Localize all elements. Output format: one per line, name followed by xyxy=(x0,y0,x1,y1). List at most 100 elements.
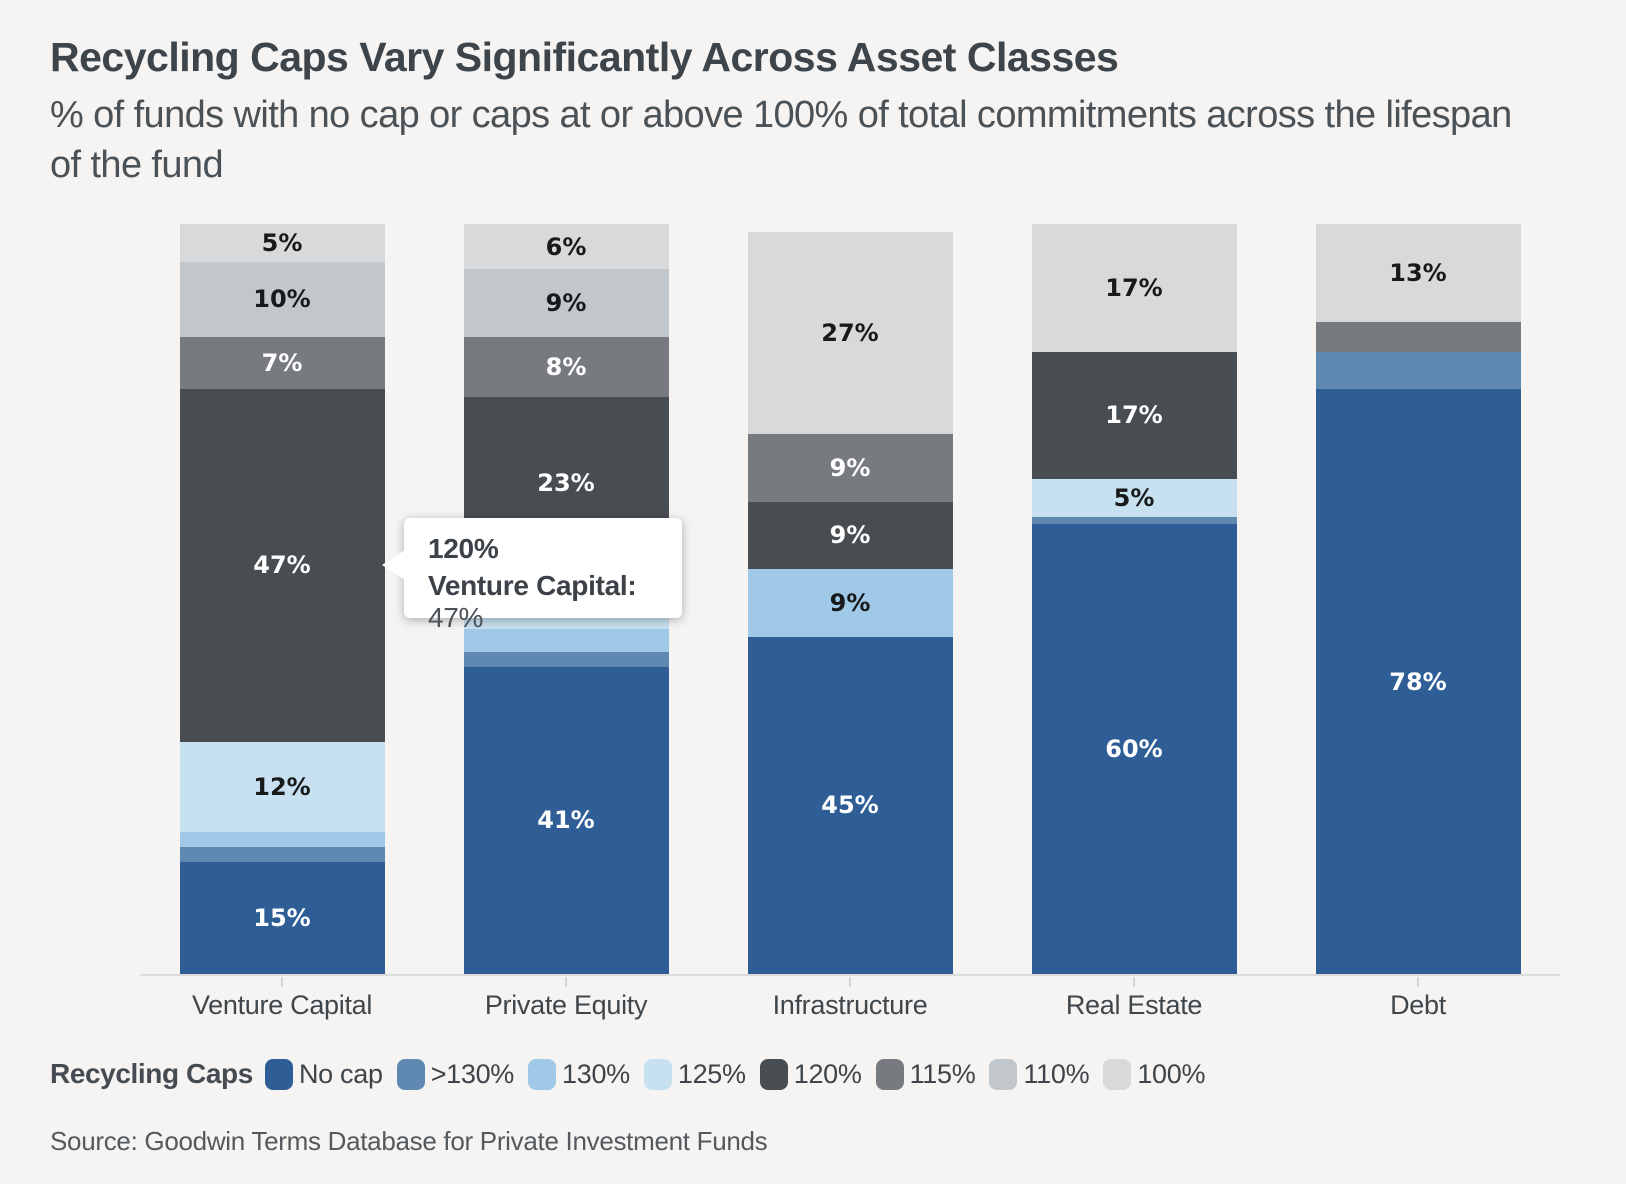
legend-item-label: 125% xyxy=(677,1058,746,1089)
segment-value-label: 23% xyxy=(537,468,595,497)
segment-value-label: 9% xyxy=(829,453,871,482)
segment-value-label: 45% xyxy=(821,791,879,820)
legend-title: Recycling Caps xyxy=(50,1058,253,1089)
legend-swatch-icon xyxy=(264,1058,293,1090)
segment-value-label: 5% xyxy=(1113,483,1155,512)
stacked-bar: 60% 5% 17% 17% xyxy=(1031,224,1237,974)
stacked-bar: 45% 9% 9% 9% 27% xyxy=(747,231,953,974)
legend-swatch-icon xyxy=(396,1058,425,1090)
bar-segment[interactable]: 5% xyxy=(1031,479,1237,517)
segment-value-label: 15% xyxy=(253,903,311,932)
bar-segment[interactable]: 9% xyxy=(463,269,669,337)
bar-slot-infrastructure: 45% 9% 9% 9% 27% Infrastructure xyxy=(708,224,992,1020)
legend-item-label: 115% xyxy=(909,1058,976,1089)
bar-segment[interactable]: 9% xyxy=(747,434,953,502)
legend-item-label: 100% xyxy=(1137,1058,1206,1089)
segment-value-label: 47% xyxy=(253,551,311,580)
bar-segment[interactable] xyxy=(1315,351,1521,389)
legend-item-no-cap[interactable]: No cap xyxy=(264,1058,383,1090)
segment-value-label: 12% xyxy=(253,772,311,801)
bar-segment[interactable]: 7% xyxy=(179,336,385,389)
x-axis-category-label: Debt xyxy=(1390,990,1446,1020)
tooltip: 120% Venture Capital: 47% xyxy=(382,518,682,633)
stacked-bar: 15% 12% 47% 7% 10% 5% xyxy=(179,224,385,974)
bar-segment[interactable]: 6% xyxy=(463,224,669,269)
bar-segment[interactable]: 10% xyxy=(179,261,385,337)
legend-swatch-icon xyxy=(528,1058,557,1090)
x-axis-category-label: Private Equity xyxy=(484,990,648,1020)
tooltip-arrow xyxy=(382,550,405,580)
bar-segment[interactable]: 47% xyxy=(179,389,385,742)
x-axis-category-label: Real Estate xyxy=(1065,990,1203,1020)
bar-segment[interactable] xyxy=(463,629,669,652)
bar-segment[interactable]: 9% xyxy=(747,569,953,637)
bar-slot-debt: 78% 13% Debt xyxy=(1276,224,1560,1020)
bar-segment[interactable] xyxy=(1315,321,1521,352)
segment-value-label: 10% xyxy=(253,285,311,313)
tooltip-value: 47% xyxy=(428,602,484,633)
chart-subtitle: % of funds with no cap or caps at or abo… xyxy=(50,94,1512,186)
bar-segment[interactable]: 17% xyxy=(1031,224,1237,352)
segment-value-label: 60% xyxy=(1105,735,1163,763)
bar-segment[interactable] xyxy=(1031,516,1237,524)
bar-segment[interactable]: 17% xyxy=(1031,351,1237,479)
legend-item-label: No cap xyxy=(298,1058,383,1089)
legend-item-115-[interactable]: 115% xyxy=(875,1058,976,1090)
plot-area: 15% 12% 47% 7% 10% 5% Venture Capital 41% 23% 8% 9… xyxy=(140,224,1560,1020)
segment-value-label: 17% xyxy=(1105,273,1163,302)
segment-value-label: 6% xyxy=(545,232,587,261)
bar-slot-venture-capital: 15% 12% 47% 7% 10% 5% Venture Capital xyxy=(140,224,424,1020)
source-note: Source: Goodwin Terms Database for Priva… xyxy=(50,1126,768,1156)
bar-segment[interactable]: 41% xyxy=(463,666,669,974)
legend-swatch-icon xyxy=(875,1058,904,1090)
bar-segment[interactable]: 27% xyxy=(747,231,953,434)
legend-item-label: 130% xyxy=(562,1058,630,1089)
segment-value-label: 17% xyxy=(1105,401,1163,430)
legend-swatch-icon xyxy=(643,1058,672,1090)
legend-item-label: 110% xyxy=(1023,1058,1090,1089)
x-axis-line xyxy=(140,974,1560,976)
bar-segment[interactable] xyxy=(179,831,385,847)
legend-swatch-icon xyxy=(759,1058,788,1090)
bar-segment[interactable] xyxy=(179,846,385,862)
segment-value-label: 5% xyxy=(261,228,303,257)
bar-segment[interactable]: 8% xyxy=(463,336,669,397)
x-axis-category-label: Venture Capital xyxy=(191,990,373,1020)
legend-item-100-[interactable]: 100% xyxy=(1103,1058,1206,1090)
legend-swatch-icon xyxy=(989,1058,1018,1090)
legend: Recycling Caps No cap >130% 130% 125% 120% 11… xyxy=(50,1058,1205,1090)
legend-item-110-[interactable]: 110% xyxy=(989,1058,1090,1090)
legend-item-120-[interactable]: 120% xyxy=(759,1058,862,1090)
tooltip-heading: 120% xyxy=(428,533,499,564)
bar-segment[interactable]: 60% xyxy=(1031,524,1237,974)
legend-item--130-[interactable]: >130% xyxy=(396,1058,515,1090)
segment-value-label: 78% xyxy=(1389,667,1447,696)
segment-value-label: 9% xyxy=(829,521,871,550)
segment-value-label: 41% xyxy=(537,806,595,835)
bar-segment[interactable] xyxy=(463,651,669,667)
chart-title: Recycling Caps Vary Significantly Across… xyxy=(50,34,1119,80)
bar-segment[interactable]: 12% xyxy=(179,741,385,832)
segment-value-label: 9% xyxy=(545,288,587,317)
segment-value-label: 13% xyxy=(1389,258,1447,287)
bar-segment[interactable]: 13% xyxy=(1315,224,1521,322)
x-axis-category-label: Infrastructure xyxy=(772,990,928,1020)
bar-segment[interactable]: 78% xyxy=(1315,389,1521,974)
bar-segment[interactable]: 5% xyxy=(179,224,385,262)
bar-segment[interactable]: 9% xyxy=(747,501,953,569)
segment-value-label: 7% xyxy=(261,348,303,377)
segment-value-label: 27% xyxy=(821,318,879,347)
bar-segment[interactable]: 15% xyxy=(179,861,385,974)
legend-swatch-icon xyxy=(1103,1058,1132,1090)
legend-item-label: >130% xyxy=(430,1058,515,1089)
legend-item-125-[interactable]: 125% xyxy=(643,1058,746,1090)
tooltip-category: Venture Capital: xyxy=(428,570,637,601)
legend-item-130-[interactable]: 130% xyxy=(528,1058,630,1090)
stacked-bar: 78% 13% xyxy=(1315,224,1521,974)
legend-item-label: 120% xyxy=(793,1058,862,1089)
bar-slot-real-estate: 60% 5% 17% 17% Real Estate xyxy=(992,224,1276,1020)
segment-value-label: 8% xyxy=(545,352,587,381)
segment-value-label: 9% xyxy=(829,588,871,617)
tooltip-body: Venture Capital: 47% xyxy=(428,570,682,634)
bar-segment[interactable]: 45% xyxy=(747,636,953,974)
